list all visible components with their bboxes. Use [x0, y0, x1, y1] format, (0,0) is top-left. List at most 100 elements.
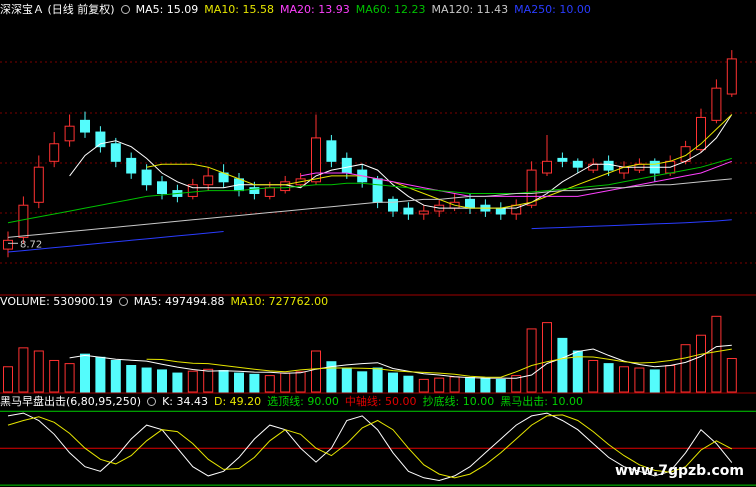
candle-body	[557, 157, 568, 162]
volume-bar	[557, 337, 568, 393]
volume-bar	[234, 372, 244, 393]
low-label: 8.72	[20, 239, 42, 250]
ma-line	[69, 114, 733, 209]
candle-body	[157, 181, 167, 195]
ma-line	[7, 414, 733, 479]
candle-body	[264, 187, 275, 197]
candle-body	[187, 184, 198, 197]
ma-line	[7, 219, 732, 253]
volume-bar	[480, 378, 491, 393]
ma-line	[69, 344, 732, 379]
ma-line	[7, 412, 733, 482]
candle-body	[588, 163, 599, 171]
volume-bar	[542, 322, 552, 393]
candle-body	[726, 58, 737, 95]
panel-title: 深深宝Ａ (日线 前复权)	[0, 3, 115, 16]
volume-bar	[249, 373, 260, 393]
candle-body	[603, 160, 614, 171]
legend-entry: 中轴线: 50.00	[344, 395, 417, 408]
legend-entry: MA250: 10.00	[514, 2, 591, 16]
candle-body	[418, 210, 429, 215]
legend-entry: MA5: 15.09	[135, 2, 199, 16]
volume-bar	[726, 358, 737, 393]
legend-icon	[118, 297, 128, 306]
legend-entry: D: 49.20	[213, 394, 262, 408]
candle-body	[33, 166, 44, 203]
volume-bar	[649, 369, 660, 393]
grid	[0, 61, 756, 264]
candle-body	[64, 125, 75, 142]
volume-bar	[711, 315, 722, 393]
legend-entry: MA10: 727762.00	[230, 295, 329, 308]
volume-bar	[157, 369, 167, 393]
legend-entry: 黑马出击: 10.00	[500, 395, 583, 408]
volume-bar	[526, 328, 537, 393]
volume-bar	[418, 378, 429, 393]
legend-entry: K: 34.43	[162, 394, 208, 408]
volume-bar	[141, 367, 152, 393]
candle-body	[388, 198, 398, 212]
volume-bar	[218, 370, 229, 393]
panel-title: 黑马早盘出击(6,80,95,250)	[0, 395, 142, 408]
candle-body	[542, 160, 552, 174]
candle-body	[711, 87, 722, 121]
legend-entry: MA60: 12.23	[355, 2, 426, 16]
legend-entry: MA120: 11.43	[431, 2, 509, 16]
volume-bar	[495, 378, 506, 393]
volume-bar	[434, 377, 445, 393]
panel-title: VOLUME: 530900.19	[0, 295, 113, 308]
legend-icon	[120, 4, 130, 14]
candle-body	[203, 175, 214, 186]
volume-legend: VOLUME: 530900.19 MA5: 497494.88 MA10: 727…	[0, 295, 328, 308]
volume-bar	[388, 372, 398, 393]
volume-bar	[603, 363, 614, 393]
volume-bar	[619, 366, 629, 393]
candle-body	[526, 169, 537, 206]
volume-bar	[49, 359, 60, 393]
watermark: www.7gpzb.com	[614, 463, 744, 479]
price-legend: 深深宝Ａ (日线 前复权) MA5: 15.09 MA10: 15.58 MA20: …	[0, 1, 591, 17]
volume-bar	[80, 353, 90, 393]
candle-body	[326, 140, 337, 162]
volume-bar	[465, 376, 475, 393]
volume-bar	[3, 366, 13, 393]
volume-bar	[449, 376, 460, 393]
volume-bar	[403, 375, 414, 393]
volume-bar	[511, 375, 522, 393]
ma-line	[146, 348, 732, 378]
volume-bar	[634, 367, 645, 393]
legend-entry: MA20: 13.93	[280, 2, 350, 16]
candle-body	[372, 178, 383, 203]
indicator-legend: 黑马早盘出击(6,80,95,250) K: 34.43 D: 49.20 选顶线: …	[0, 393, 583, 409]
candle-body	[572, 160, 583, 168]
candle-body	[110, 143, 121, 162]
volume-bar	[95, 356, 106, 393]
ma-line	[7, 178, 732, 238]
legend-icon	[147, 396, 157, 406]
candle-body	[403, 207, 414, 215]
volume-bar	[357, 371, 368, 393]
legend-entry: MA10: 15.58	[204, 2, 275, 16]
candle-body	[18, 204, 29, 238]
ma-line	[7, 157, 732, 224]
candle-body	[696, 116, 706, 151]
volume-bar	[326, 361, 337, 393]
ma-line	[146, 114, 733, 209]
candle-body	[141, 169, 152, 186]
volume-bar	[665, 365, 676, 393]
candle-body	[495, 207, 506, 215]
volume-bar	[18, 347, 29, 393]
volume-bar	[203, 368, 214, 393]
volume-bar	[172, 372, 183, 393]
volume-bar	[311, 350, 321, 393]
volume-bar	[295, 371, 306, 393]
volume-bar	[372, 367, 383, 393]
legend-entry: 抄底线: 10.00	[422, 395, 495, 408]
volume-bar	[280, 372, 291, 393]
candle-body	[126, 157, 137, 174]
candle-body	[80, 119, 90, 133]
ma-line	[300, 160, 732, 197]
candle-body	[249, 187, 260, 195]
legend-entry: MA5: 497494.88	[133, 295, 225, 308]
